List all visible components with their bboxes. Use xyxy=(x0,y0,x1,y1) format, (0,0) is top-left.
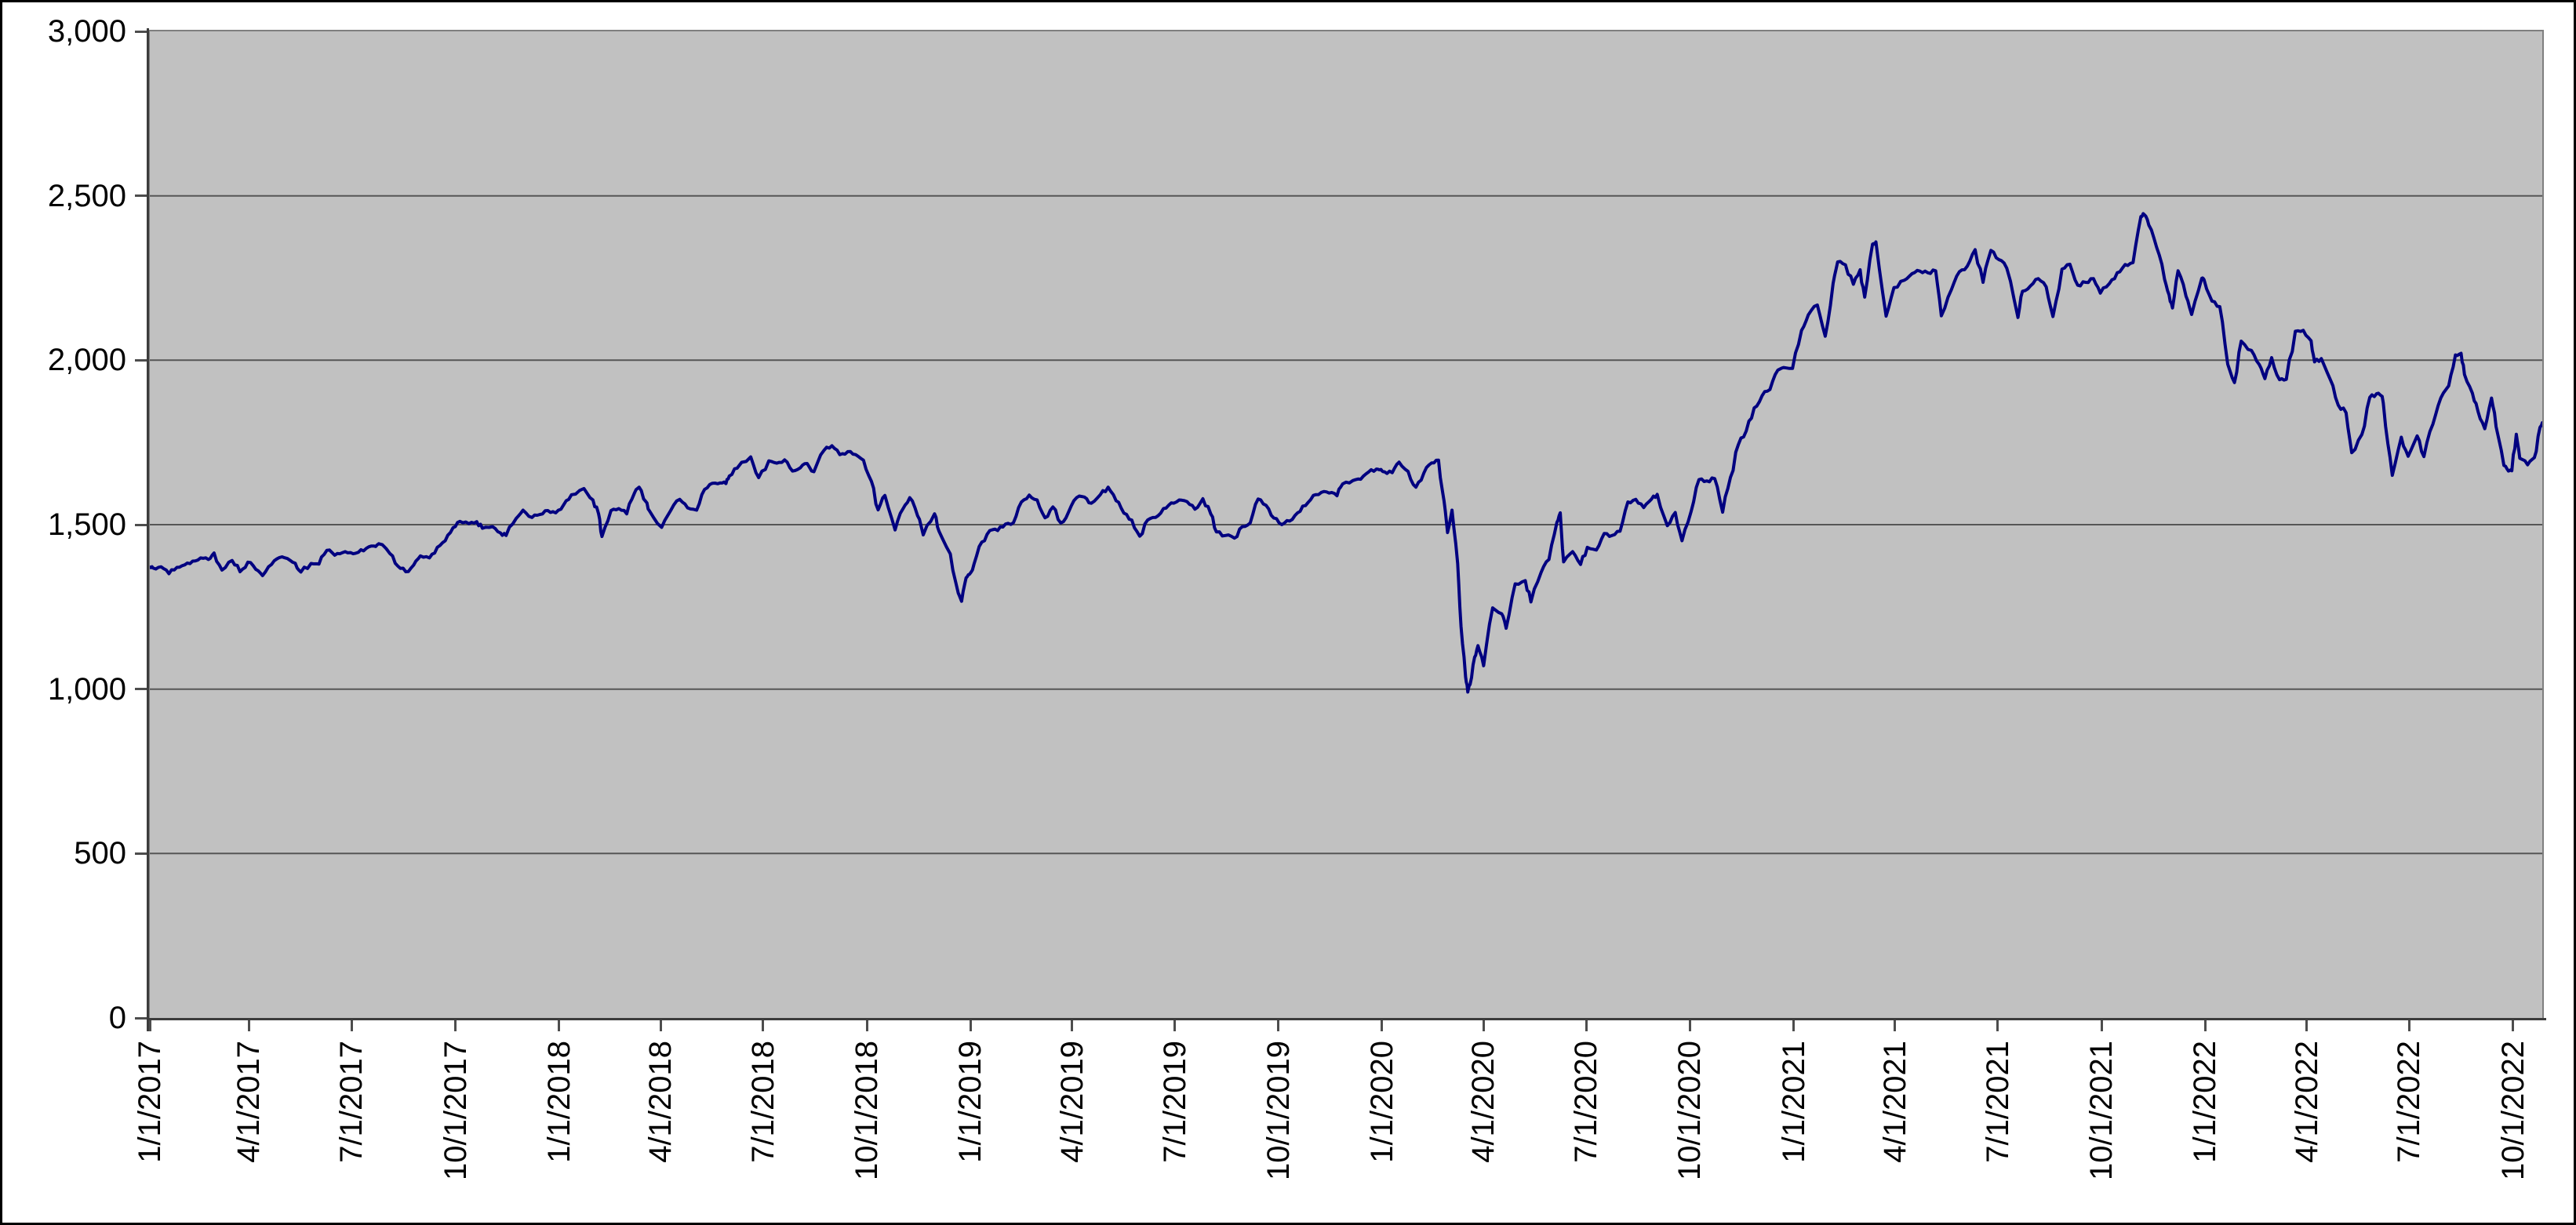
x-tick-label: 1/1/2018 xyxy=(542,1041,577,1163)
y-tick xyxy=(135,31,147,33)
y-tick-label: 2,000 xyxy=(47,343,126,377)
x-tick xyxy=(149,1020,151,1031)
x-tick-label: 4/1/2021 xyxy=(1878,1041,1912,1163)
x-tick xyxy=(660,1020,662,1031)
x-tick xyxy=(970,1020,972,1031)
x-tick-label: 4/1/2017 xyxy=(231,1041,266,1163)
y-tick-label: 3,000 xyxy=(47,14,126,49)
x-tick-label: 7/1/2018 xyxy=(746,1041,780,1163)
x-tick xyxy=(1173,1020,1176,1031)
x-tick-label: 10/1/2019 xyxy=(1261,1041,1296,1180)
y-tick xyxy=(135,852,147,855)
x-tick-label: 4/1/2022 xyxy=(2290,1041,2324,1163)
x-tick-label: 1/1/2020 xyxy=(1365,1041,1399,1163)
x-tick-label: 10/1/2018 xyxy=(850,1041,884,1180)
x-tick-label: 1/1/2019 xyxy=(953,1041,988,1163)
x-tick xyxy=(1792,1020,1795,1031)
y-tick-label: 1,500 xyxy=(47,507,126,542)
y-tick-label: 2,500 xyxy=(47,179,126,213)
x-tick xyxy=(1381,1020,1383,1031)
x-tick xyxy=(2204,1020,2207,1031)
x-tick-label: 1/1/2022 xyxy=(2188,1041,2222,1163)
x-tick-label: 1/1/2017 xyxy=(133,1041,167,1163)
x-tick xyxy=(1071,1020,1073,1031)
x-tick-label: 4/1/2019 xyxy=(1055,1041,1090,1163)
x-tick-label: 7/1/2019 xyxy=(1158,1041,1192,1163)
y-tick-label: 0 xyxy=(108,1001,126,1035)
x-tick-label: 7/1/2022 xyxy=(2392,1041,2426,1163)
x-tick xyxy=(2305,1020,2308,1031)
price-line xyxy=(150,212,2542,694)
x-tick xyxy=(1277,1020,1279,1031)
x-tick-label: 7/1/2017 xyxy=(334,1041,369,1163)
x-tick-label: 4/1/2020 xyxy=(1466,1041,1501,1163)
x-tick xyxy=(2101,1020,2103,1031)
y-tick-label: 500 xyxy=(74,836,126,871)
x-tick xyxy=(248,1020,250,1031)
horizontal-gridlines xyxy=(150,194,2542,855)
x-tick xyxy=(762,1020,764,1031)
x-tick-label: 1/1/2021 xyxy=(1777,1041,1811,1163)
x-tick xyxy=(866,1020,868,1031)
y-tick xyxy=(135,688,147,690)
y-axis-line xyxy=(147,28,149,1031)
x-tick xyxy=(351,1020,353,1031)
y-tick xyxy=(135,1017,147,1020)
x-tick-label: 10/1/2021 xyxy=(2084,1041,2119,1180)
x-tick xyxy=(558,1020,560,1031)
x-tick xyxy=(1894,1020,1896,1031)
x-tick xyxy=(2408,1020,2410,1031)
price-line-svg xyxy=(150,194,2542,855)
x-tick xyxy=(454,1020,457,1031)
y-tick xyxy=(135,524,147,526)
x-tick xyxy=(1483,1020,1485,1031)
x-tick xyxy=(1996,1020,1999,1031)
y-tick xyxy=(135,359,147,362)
y-tick xyxy=(135,194,147,197)
x-tick xyxy=(1585,1020,1588,1031)
x-tick xyxy=(2512,1020,2514,1031)
x-tick xyxy=(1689,1020,1691,1031)
plot-area xyxy=(148,30,2544,1020)
y-tick-label: 1,000 xyxy=(47,672,126,707)
x-tick-label: 10/1/2022 xyxy=(2496,1041,2531,1180)
x-tick-label: 10/1/2017 xyxy=(438,1041,473,1180)
x-tick-label: 10/1/2020 xyxy=(1672,1041,1707,1180)
x-tick-label: 7/1/2021 xyxy=(1981,1041,2015,1163)
x-axis-line xyxy=(147,1018,2546,1020)
x-tick-label: 7/1/2020 xyxy=(1569,1041,1603,1163)
x-tick-label: 4/1/2018 xyxy=(643,1041,678,1163)
